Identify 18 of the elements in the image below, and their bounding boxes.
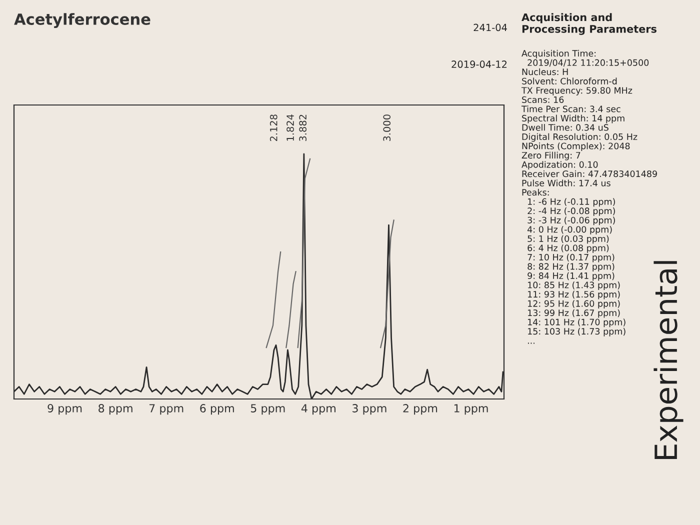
x-tick-label: 1 ppm [454, 404, 488, 415]
text: 2.128 [270, 114, 278, 142]
x-tick-label: 8 ppm [98, 404, 132, 415]
x-tick-label: 6 ppm [200, 404, 234, 415]
x-tick-label: 2 ppm [403, 404, 438, 415]
x-tick-label: 4 ppm [301, 404, 336, 415]
chart-title: Acetylferrocene [14, 13, 150, 28]
x-tick-label: 9 ppm [48, 404, 82, 415]
text: 241-04 [474, 24, 507, 32]
text: Acquisition and Processing Parameters [522, 13, 656, 35]
x-tick-label: 3 ppm [352, 404, 386, 415]
text: 3.882 [299, 114, 307, 142]
text: 1.824 [286, 114, 294, 141]
text: 3.000 [383, 114, 391, 142]
x-tick-label: 5 ppm [250, 404, 285, 415]
text: Experimental [654, 261, 684, 459]
x-tick-label: 7 ppm [149, 404, 184, 415]
text: 2019-04-12 [452, 60, 507, 68]
